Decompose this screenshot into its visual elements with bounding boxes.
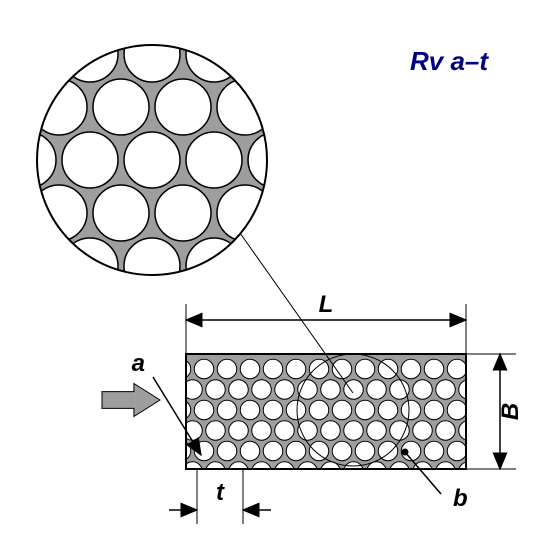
label-t: t (216, 479, 225, 506)
label-B: B (497, 403, 524, 420)
zoom-lens (0, 26, 397, 294)
label-b: b (453, 485, 468, 512)
label-L: L (319, 291, 334, 318)
page-title: Rv a–t (410, 46, 488, 77)
label-a: a (132, 350, 145, 377)
direction-arrow-icon (102, 384, 160, 417)
perforated-sheet (171, 354, 501, 481)
